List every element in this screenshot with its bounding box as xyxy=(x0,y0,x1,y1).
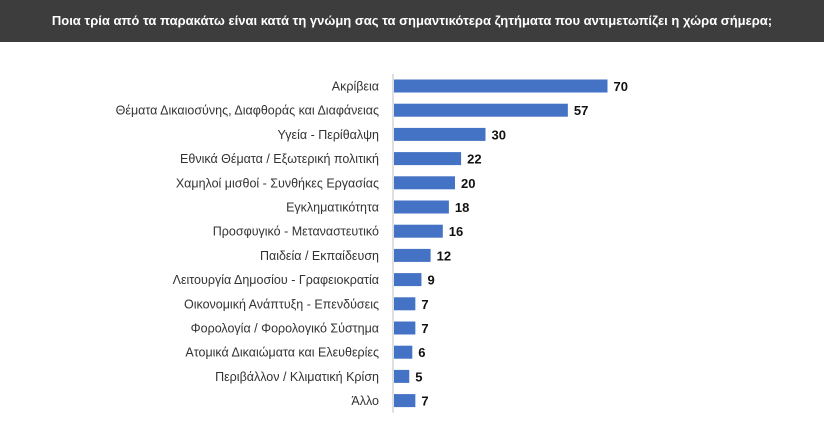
value-label: 57 xyxy=(574,103,588,118)
value-label: 30 xyxy=(492,127,506,142)
value-label: 7 xyxy=(421,394,428,409)
category-label: Ακρίβεια xyxy=(332,80,379,94)
bar xyxy=(394,345,413,359)
value-label: 20 xyxy=(461,176,475,191)
category-label: Χαμηλοί μισθοί - Συνθήκες Εργασίας xyxy=(176,176,379,190)
question-text: Ποια τρία από τα παρακάτω είναι κατά τη … xyxy=(51,13,773,28)
value-label: 7 xyxy=(421,321,428,336)
value-label: 70 xyxy=(614,79,628,94)
value-label: 7 xyxy=(421,297,428,312)
bar xyxy=(394,200,449,214)
category-label: Περιβάλλον / Κλιματική Κρίση xyxy=(215,370,379,384)
value-label: 16 xyxy=(449,224,463,239)
value-label: 22 xyxy=(467,152,481,167)
bar xyxy=(394,103,568,117)
bar xyxy=(394,248,431,262)
category-label: Προσφυγικό - Μεταναστευτικό xyxy=(213,225,379,239)
bar xyxy=(394,394,416,408)
category-label: Εγκληματικότητα xyxy=(286,201,379,215)
category-label: Φορολογία / Φορολογικό Σύστημα xyxy=(191,322,379,336)
bar xyxy=(394,369,410,383)
category-label: Θέματα Δικαιοσύνης, Διαφθοράς και Διαφάν… xyxy=(116,104,379,118)
bar xyxy=(394,127,486,141)
category-label: Υγεία - Περίθαλψη xyxy=(278,128,380,142)
value-label: 18 xyxy=(455,200,469,215)
chart-question-header: Ποια τρία από τα παρακάτω είναι κατά τη … xyxy=(0,0,824,42)
bar xyxy=(394,224,443,238)
value-label: 12 xyxy=(437,248,451,263)
category-label: Λειτουργία Δημοσίου - Γραφειοκρατία xyxy=(173,273,379,287)
value-label: 5 xyxy=(415,369,422,384)
bar xyxy=(394,176,455,190)
category-label: Εθνικά Θέματα / Εξωτερική πολιτική xyxy=(180,152,379,166)
category-label: Οικονομική Ανάπτυξη - Επενδύσεις xyxy=(184,297,379,311)
bar xyxy=(394,321,416,335)
value-label: 6 xyxy=(418,345,425,360)
bar xyxy=(394,152,462,166)
value-label: 9 xyxy=(427,273,434,288)
bar xyxy=(394,297,416,311)
category-label: Ατομικά Δικαιώματα και Ελευθερίες xyxy=(185,346,379,360)
bar xyxy=(394,79,608,93)
category-label: Παιδεία / Εκπαίδευση xyxy=(260,249,379,263)
bar xyxy=(394,273,422,287)
category-label: Άλλο xyxy=(351,394,379,408)
